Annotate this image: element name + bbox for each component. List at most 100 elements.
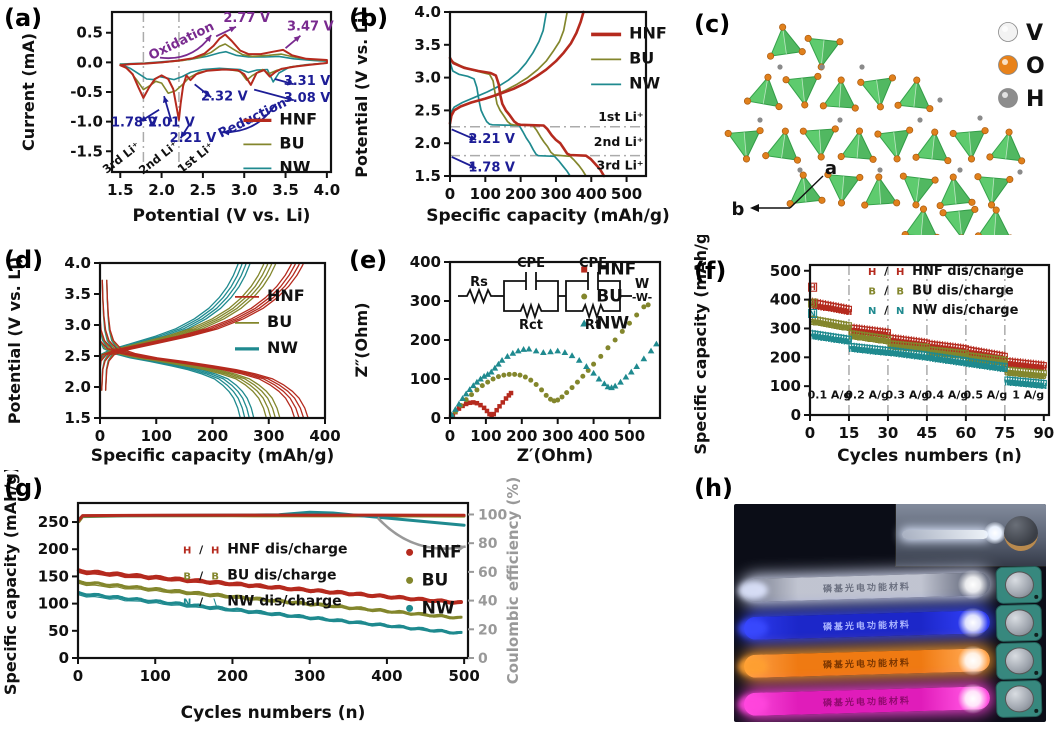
oxygen-atom xyxy=(875,174,882,181)
legend-item: HNF dis/charge xyxy=(912,264,1024,279)
legend-label-V: V xyxy=(1026,21,1043,46)
axis-b-label: b xyxy=(732,199,745,220)
x-tick: 15 xyxy=(839,424,860,442)
coin-cell-board xyxy=(995,642,1042,680)
x-tick: 400 xyxy=(576,185,607,203)
y-tick: 300 xyxy=(770,319,801,337)
led-glow xyxy=(958,569,989,600)
series-BU-dis xyxy=(450,58,586,176)
vo4-polyhedron xyxy=(744,71,788,111)
x-tick: 300 xyxy=(540,185,571,203)
vo4-polyhedron xyxy=(975,206,1016,235)
y-tick: 1.5 xyxy=(64,409,91,427)
legend-atom-O xyxy=(999,56,1018,75)
stick-engraved-text: 磷基光电功能材料 xyxy=(823,655,911,670)
oxygen-atom xyxy=(783,76,790,83)
oxygen-atom xyxy=(820,102,827,109)
svg-text:N: N xyxy=(896,306,904,317)
x-tick: 0 xyxy=(73,667,83,685)
x-tick: 200 xyxy=(506,427,537,445)
oxygen-atom xyxy=(836,38,843,45)
legend-item: HNF xyxy=(422,542,462,562)
annotation: 0.5 A/g xyxy=(963,388,1007,401)
x-tick: 100 xyxy=(141,427,172,445)
vo4-polyhedron xyxy=(859,173,900,209)
oxygen-atom xyxy=(818,154,825,161)
svg-text:\: \ xyxy=(213,597,217,608)
light-stick-row: 磷基光电功能材料 xyxy=(740,680,1041,722)
svg-text:N: N xyxy=(868,306,876,317)
annotation: 0.3 A/g xyxy=(886,388,930,401)
panel-label-a: (a) xyxy=(4,4,42,32)
stick-engraved-text: 磷基光电功能材料 xyxy=(823,579,911,594)
x-tick: 300 xyxy=(253,427,284,445)
x-axis-title: Z′(Ohm) xyxy=(517,446,594,466)
x-tick: 300 xyxy=(294,667,325,685)
oxygen-atom xyxy=(895,102,902,109)
board-hole xyxy=(1034,709,1038,713)
oxygen-atom xyxy=(944,157,951,164)
y-tick: 100 xyxy=(38,595,69,613)
oxygen-atom xyxy=(1006,129,1013,136)
annotation: 2nd Li⁺ xyxy=(594,134,644,149)
y-tick: 3.0 xyxy=(414,69,441,87)
y2-tick: 80 xyxy=(478,536,498,552)
panel-label-f: (f) xyxy=(694,257,726,285)
y-tick: 2.0 xyxy=(64,378,91,396)
stick-end-glow xyxy=(738,618,769,638)
oxygen-atom xyxy=(743,155,750,162)
stick-end-glow xyxy=(738,580,769,600)
oxygen-atom xyxy=(900,173,907,180)
oxygen-atom xyxy=(982,127,989,134)
vo4-polyhedron xyxy=(950,127,991,164)
y-tick: -1.0 xyxy=(70,113,103,131)
x-tick: 500 xyxy=(611,185,642,203)
oxygen-atom xyxy=(852,105,859,112)
oxygen-atom xyxy=(757,127,764,134)
oxygen-atom xyxy=(893,199,900,206)
y-tick: -0.5 xyxy=(70,83,103,101)
legend-item: BU xyxy=(596,287,623,307)
oxygen-atom xyxy=(1018,157,1025,164)
vo4-polyhedron xyxy=(784,170,826,207)
legend-item: BU dis/charge xyxy=(912,284,1014,299)
annotation: 2.77 V xyxy=(223,11,270,26)
x-axis-title: Specific capacity (mAh/g) xyxy=(91,446,335,466)
vo4-polyhedron xyxy=(895,75,937,112)
oxygen-atom xyxy=(838,153,845,160)
annotation: 3rd Li⁺ xyxy=(100,139,143,177)
x-tick: 1.5 xyxy=(107,181,134,199)
legend-item: NW xyxy=(422,598,455,618)
oxygen-atom xyxy=(913,154,920,161)
coin-cell-board xyxy=(995,680,1042,718)
oxygen-atom xyxy=(856,128,863,135)
board-hole xyxy=(1034,595,1038,599)
legend-item: HNF dis/charge xyxy=(227,541,347,557)
panel-label-h: (h) xyxy=(694,474,733,502)
svg-text:H: H xyxy=(183,545,191,556)
y2-tick: 0 xyxy=(478,651,488,667)
legend-item: NW xyxy=(267,338,298,357)
legend-label-H: H xyxy=(1026,87,1044,112)
svg-text:/: / xyxy=(199,543,204,556)
y-tick: 150 xyxy=(38,567,69,585)
legend-item: BU xyxy=(629,48,654,67)
y-axis-title: Potential (V vs. Li) xyxy=(5,257,24,424)
oxygen-atom xyxy=(950,174,957,181)
oxygen-atom xyxy=(874,130,881,137)
oxygen-atom xyxy=(926,105,933,112)
svg-text:N: N xyxy=(1001,365,1008,374)
vo4-polyhedron xyxy=(820,76,861,112)
svg-text:Rt: Rt xyxy=(585,318,601,333)
annotation: 3.47 V xyxy=(287,19,334,34)
y-tick: 0.5 xyxy=(76,24,103,42)
x-tick: 45 xyxy=(916,424,937,442)
y-tick: 4.0 xyxy=(64,254,91,272)
